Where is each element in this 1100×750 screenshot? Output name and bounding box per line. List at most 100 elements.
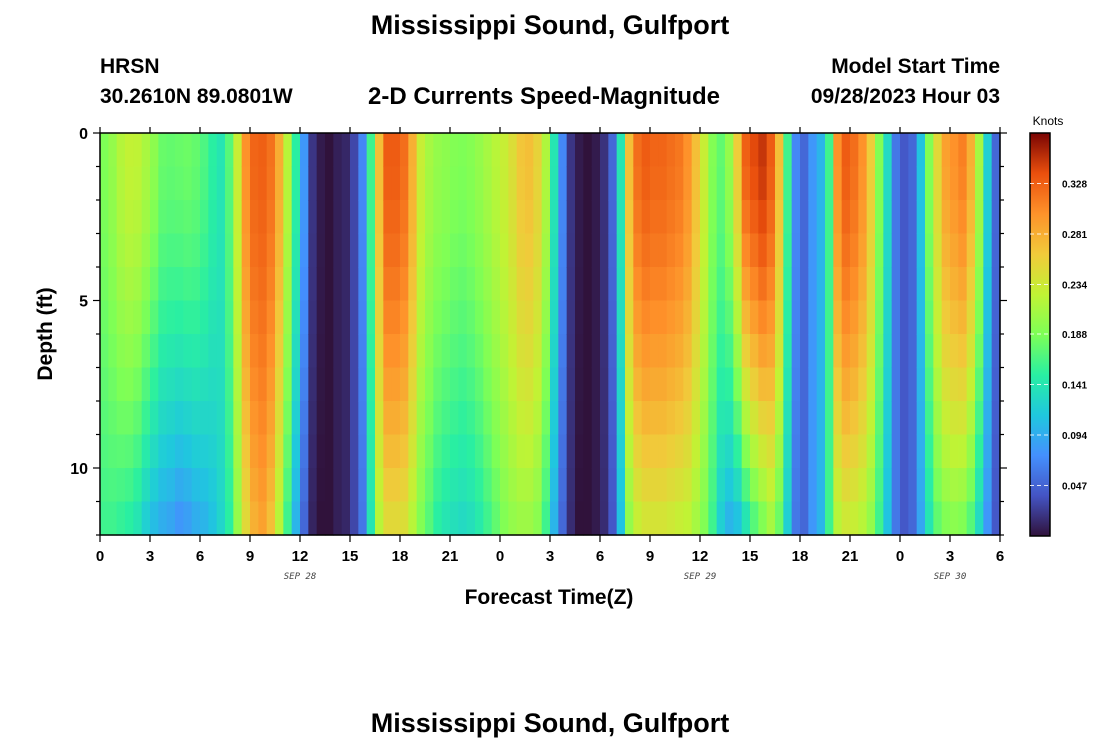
- heatmap-cell: [350, 468, 359, 503]
- plot-title: 2-D Currents Speed-Magnitude: [368, 83, 721, 110]
- heatmap-cell: [241, 300, 251, 335]
- heatmap-cell: [408, 468, 418, 503]
- heatmap-cell: [733, 133, 743, 168]
- heatmap-cell: [400, 267, 409, 302]
- heatmap-cell: [700, 133, 709, 168]
- heatmap-cell: [491, 501, 501, 536]
- heatmap-cell: [708, 200, 718, 235]
- heatmap-cell: [958, 300, 968, 335]
- heatmap-cell: [716, 401, 726, 436]
- heatmap-cell: [341, 133, 351, 168]
- heatmap-cell: [891, 334, 901, 369]
- heatmap-cell: [241, 133, 251, 168]
- heatmap-cell: [591, 367, 601, 402]
- heatmap-cell: [766, 501, 776, 536]
- heatmap-cell: [333, 501, 343, 536]
- heatmap-cell: [483, 501, 493, 536]
- heatmap-cell: [133, 334, 143, 369]
- heatmap-cell: [133, 367, 143, 402]
- heatmap-cell: [941, 300, 951, 335]
- heatmap-cell: [575, 233, 584, 268]
- heatmap-cell: [275, 267, 284, 302]
- heatmap-cell: [350, 233, 359, 268]
- heatmap-cell: [883, 166, 893, 201]
- heatmap-cell: [608, 367, 618, 402]
- heatmap-cell: [566, 233, 576, 268]
- heatmap-cell: [716, 367, 726, 402]
- heatmap-cell: [775, 166, 784, 201]
- heatmap-cell: [275, 200, 284, 235]
- heatmap-cell: [508, 501, 518, 536]
- heatmap-cell: [875, 200, 884, 235]
- heatmap-cell: [925, 200, 934, 235]
- x-tick-label: 0: [96, 548, 104, 565]
- heatmap-cell: [900, 300, 909, 335]
- heatmap-cell: [241, 401, 251, 436]
- heatmap-cell: [608, 133, 618, 168]
- heatmap-cell: [225, 367, 234, 402]
- heatmap-cell: [150, 468, 159, 503]
- heatmap-cell: [416, 200, 426, 235]
- heatmap-cell: [533, 401, 543, 436]
- heatmap-cell: [941, 200, 951, 235]
- heatmap-cell: [141, 267, 151, 302]
- heatmap-cell: [583, 233, 593, 268]
- heatmap-cell: [650, 468, 659, 503]
- heatmap-cell: [966, 401, 976, 436]
- heatmap-cell: [175, 468, 184, 503]
- heatmap-cell: [150, 334, 159, 369]
- heatmap-cell: [766, 401, 776, 436]
- heatmap-cell: [533, 367, 543, 402]
- heatmap-cell: [958, 200, 968, 235]
- heatmap-cell: [350, 334, 359, 369]
- heatmap-cell: [925, 501, 934, 536]
- heatmap-cell: [991, 300, 1001, 335]
- heatmap-cell: [700, 300, 709, 335]
- heatmap-cell: [875, 166, 884, 201]
- heatmap-cell: [216, 434, 226, 469]
- heatmap-cell: [441, 501, 451, 536]
- heatmap-cell: [683, 166, 693, 201]
- heatmap-cell: [341, 200, 351, 235]
- heatmap-cell: [308, 401, 318, 436]
- heatmap-cell: [225, 200, 234, 235]
- heatmap-cell: [408, 233, 418, 268]
- heatmap-cell: [466, 233, 476, 268]
- heatmap-cell: [366, 200, 376, 235]
- heatmap-cell: [433, 367, 443, 402]
- heatmap-cell: [483, 300, 493, 335]
- heatmap-cell: [783, 401, 793, 436]
- heatmap-cell: [391, 501, 401, 536]
- heatmap-cell: [308, 334, 318, 369]
- heatmap-cell: [475, 300, 484, 335]
- heatmap-cell: [250, 401, 259, 436]
- heatmap-cell: [791, 401, 801, 436]
- heatmap-cell: [475, 468, 484, 503]
- heatmap-cell: [575, 133, 584, 168]
- heatmap-cell: [633, 501, 643, 536]
- heatmap-cell: [250, 434, 259, 469]
- heatmap-cell: [725, 133, 734, 168]
- heatmap-cell: [175, 200, 184, 235]
- heatmap-cell: [800, 267, 809, 302]
- heatmap-cell: [675, 200, 684, 235]
- heatmap-cell: [241, 334, 251, 369]
- heatmap-cell: [333, 300, 343, 335]
- heatmap-cell: [800, 434, 809, 469]
- heatmap-cell: [208, 233, 218, 268]
- heatmap-cell: [508, 334, 518, 369]
- heatmap-cell: [233, 300, 243, 335]
- heatmap-cell: [933, 468, 943, 503]
- heatmap-cell: [675, 367, 684, 402]
- heatmap-cell: [825, 334, 834, 369]
- heatmap-cell: [983, 233, 993, 268]
- heatmap-cell: [983, 334, 993, 369]
- heatmap-cell: [541, 166, 551, 201]
- heatmap-cell: [175, 133, 184, 168]
- heatmap-cell: [983, 401, 993, 436]
- heatmap-cell: [300, 367, 309, 402]
- heatmap-cell: [100, 200, 109, 235]
- heatmap-cell: [991, 434, 1001, 469]
- heatmap-cell: [150, 501, 159, 536]
- heatmap-cell: [100, 267, 109, 302]
